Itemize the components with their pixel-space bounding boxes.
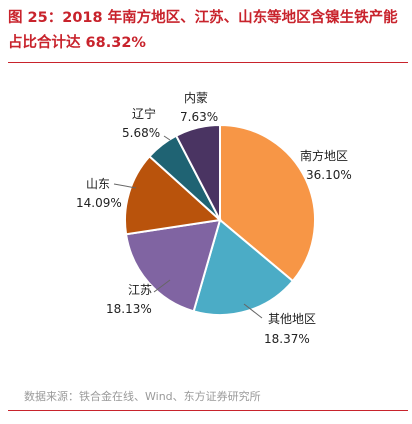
leader-line-2 bbox=[243, 303, 263, 319]
slice-value-label: 7.63% bbox=[180, 110, 218, 124]
slice-name-label: 内蒙 bbox=[184, 91, 208, 105]
leader-line-3 bbox=[153, 279, 171, 293]
slice-value-label: 36.10% bbox=[306, 168, 352, 182]
pie-slice-4 bbox=[124, 154, 223, 236]
leader-line-4 bbox=[113, 183, 137, 189]
chart-title: 图 25：2018 年南方地区、江苏、山东等地区含镍生铁产能占比合计达 68.3… bbox=[8, 10, 398, 51]
leader-line-5 bbox=[163, 135, 171, 141]
pie-slice-6 bbox=[174, 123, 221, 221]
pie-slice-2 bbox=[192, 218, 295, 316]
slice-value-label: 18.37% bbox=[264, 332, 310, 346]
pie-slice-1 bbox=[219, 123, 316, 283]
source-note: 数据来源：铁合金在线、Wind、东方证券研究所 bbox=[24, 390, 261, 403]
slice-value-label: 5.68% bbox=[122, 126, 160, 140]
slice-value-label: 14.09% bbox=[76, 196, 122, 210]
slice-name-label: 其他地区 bbox=[268, 312, 316, 326]
title-divider bbox=[8, 62, 408, 63]
footer-divider bbox=[8, 410, 408, 411]
slice-name-label: 山东 bbox=[86, 177, 110, 191]
slice-name-label: 南方地区 bbox=[300, 148, 348, 163]
pie-slice-3 bbox=[124, 218, 222, 313]
slice-name-label: 江苏 bbox=[128, 283, 152, 297]
slice-name-label: 辽宁 bbox=[132, 106, 156, 121]
slice-value-label: 18.13% bbox=[106, 302, 152, 316]
